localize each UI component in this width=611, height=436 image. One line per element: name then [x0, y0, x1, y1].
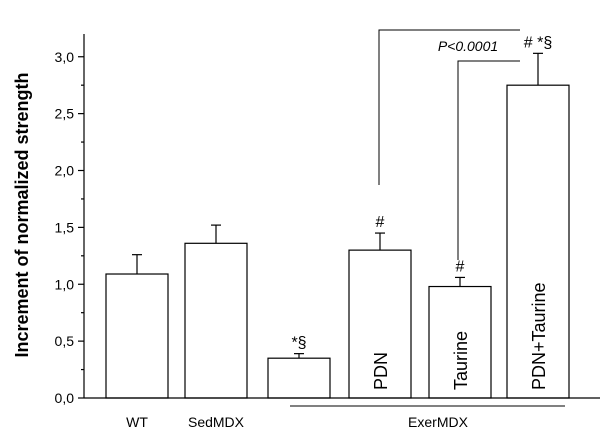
x-category-label: WT: [126, 414, 148, 430]
y-axis-label: Increment of normalized strength: [12, 72, 32, 357]
bars: *§ # PDN # Taurine # *§ PDN+Taurine: [105, 34, 570, 399]
significance-mark: *§: [291, 335, 306, 352]
y-tick-label: 2,5: [55, 106, 75, 122]
bar: [105, 273, 169, 399]
bar: [348, 249, 412, 399]
y-tick-label: 0,0: [55, 390, 75, 406]
significance-mark: #: [456, 258, 465, 275]
bar: [184, 242, 248, 399]
x-category-label: SedMDX: [188, 414, 245, 430]
group-label: ExerMDX: [408, 414, 469, 430]
y-axis: 0,0 0,5 1,0 1,5 2,0 2,5 3,0: [55, 34, 85, 406]
x-axis: WT SedMDX: [84, 397, 600, 430]
significance-mark: # *§: [524, 34, 552, 51]
y-tick-label: 2,0: [55, 163, 75, 179]
bar-label: PDN: [371, 352, 391, 390]
significance-bracket-taurine: [457, 60, 520, 260]
p-value-annotation: P<0.0001: [438, 38, 498, 54]
bar-label: Taurine: [451, 331, 471, 390]
y-tick-label: 3,0: [55, 49, 75, 65]
y-tick-label: 1,5: [55, 219, 75, 235]
y-tick-label: 1,0: [55, 276, 75, 292]
significance-bracket-pdn: [378, 29, 520, 185]
bar: [267, 357, 331, 399]
y-tick-label: 0,5: [55, 333, 75, 349]
bar-label: PDN+Taurine: [529, 282, 549, 390]
significance-mark: #: [376, 214, 385, 231]
